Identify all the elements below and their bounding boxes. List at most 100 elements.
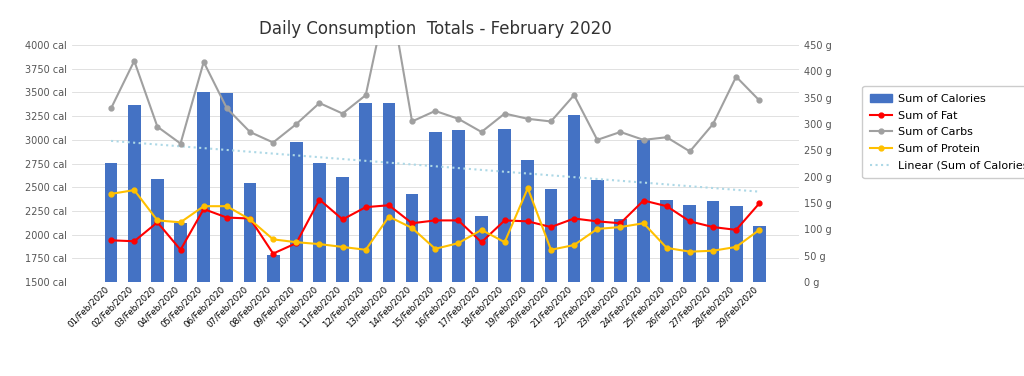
Sum of Protein [406, 226, 418, 230]
Sum of Carbs [707, 122, 719, 126]
Sum of Carbs [152, 124, 164, 129]
Sum of Carbs [637, 138, 649, 142]
Sum of Carbs [730, 74, 742, 79]
Sum of Protein [174, 220, 186, 224]
Linear (Sum of Calories) [128, 141, 140, 145]
Bar [151, 179, 164, 376]
Bar [267, 255, 280, 376]
Sum of Fat [128, 239, 140, 244]
Bar [359, 103, 372, 376]
Sum of Carbs [337, 111, 349, 116]
Bar [429, 132, 441, 376]
Bar [545, 189, 557, 376]
Linear (Sum of Calories) [475, 168, 487, 172]
Linear (Sum of Calories) [521, 171, 534, 176]
Line: Sum of Fat: Sum of Fat [109, 197, 762, 256]
Bar [591, 180, 603, 376]
Sum of Protein [568, 243, 581, 247]
Bar [730, 206, 742, 376]
Sum of Protein [660, 246, 673, 250]
Bar [614, 220, 627, 376]
Bar [174, 223, 187, 376]
Linear (Sum of Calories) [730, 188, 742, 192]
Linear (Sum of Calories) [429, 164, 441, 168]
Linear (Sum of Calories) [290, 153, 302, 158]
Linear (Sum of Calories) [707, 186, 719, 190]
Linear (Sum of Calories) [754, 190, 766, 194]
Linear (Sum of Calories) [453, 166, 465, 170]
Sum of Fat [244, 216, 256, 221]
Sum of Protein [104, 192, 117, 196]
Sum of Carbs [660, 135, 673, 139]
Sum of Protein [545, 247, 557, 252]
Sum of Fat [730, 227, 742, 232]
Bar [128, 105, 140, 376]
Linear (Sum of Calories) [545, 173, 557, 177]
Bar [567, 115, 581, 376]
Bar [637, 140, 650, 376]
Sum of Fat [267, 251, 280, 256]
Sum of Fat [568, 216, 581, 221]
Bar [452, 130, 465, 376]
Sum of Carbs [267, 140, 280, 145]
Sum of Protein [499, 240, 511, 244]
Line: Linear (Sum of Calories): Linear (Sum of Calories) [111, 141, 760, 192]
Sum of Protein [475, 227, 487, 232]
Sum of Fat [499, 218, 511, 223]
Sum of Fat [152, 220, 164, 224]
Sum of Protein [754, 227, 766, 232]
Sum of Protein [359, 247, 372, 252]
Bar [499, 129, 511, 376]
Sum of Fat [545, 225, 557, 229]
Linear (Sum of Calories) [313, 155, 326, 159]
Sum of Carbs [313, 101, 326, 105]
Sum of Fat [406, 221, 418, 226]
Sum of Carbs [684, 149, 696, 154]
Bar [475, 216, 487, 376]
Title: Daily Consumption  Totals - February 2020: Daily Consumption Totals - February 2020 [259, 20, 611, 38]
Sum of Protein [707, 249, 719, 253]
Line: Sum of Carbs: Sum of Carbs [109, 0, 762, 154]
Linear (Sum of Calories) [267, 151, 280, 156]
Sum of Fat [221, 215, 233, 220]
Sum of Fat [684, 219, 696, 224]
Sum of Protein [453, 241, 465, 246]
Sum of Carbs [545, 119, 557, 124]
Sum of Carbs [359, 93, 372, 97]
Sum of Protein [152, 218, 164, 223]
Linear (Sum of Calories) [359, 159, 372, 163]
Sum of Fat [290, 241, 302, 246]
Bar [383, 103, 395, 376]
Linear (Sum of Calories) [383, 161, 395, 165]
Linear (Sum of Calories) [684, 184, 696, 188]
Sum of Protein [337, 245, 349, 249]
Sum of Protein [267, 237, 280, 242]
Sum of Protein [614, 225, 627, 229]
Sum of Carbs [128, 59, 140, 63]
Sum of Carbs [453, 117, 465, 121]
Legend: Sum of Calories, Sum of Fat, Sum of Carbs, Sum of Protein, Linear (Sum of Calori: Sum of Calories, Sum of Fat, Sum of Carb… [862, 86, 1024, 179]
Sum of Fat [104, 238, 117, 243]
Bar [290, 142, 303, 376]
Linear (Sum of Calories) [198, 146, 210, 150]
Line: Sum of Protein: Sum of Protein [109, 186, 762, 254]
Sum of Protein [383, 214, 395, 219]
Sum of Carbs [174, 141, 186, 146]
Sum of Carbs [499, 111, 511, 116]
Sum of Fat [174, 247, 186, 252]
Sum of Protein [244, 217, 256, 222]
Sum of Carbs [198, 60, 210, 64]
Sum of Carbs [429, 109, 441, 113]
Linear (Sum of Calories) [221, 148, 233, 152]
Bar [753, 226, 766, 376]
Sum of Fat [429, 218, 441, 223]
Sum of Protein [637, 221, 649, 226]
Sum of Fat [754, 201, 766, 206]
Sum of Carbs [244, 130, 256, 134]
Sum of Carbs [221, 106, 233, 111]
Sum of Carbs [406, 119, 418, 124]
Sum of Carbs [754, 98, 766, 103]
Linear (Sum of Calories) [660, 182, 673, 186]
Linear (Sum of Calories) [637, 180, 649, 185]
Sum of Carbs [290, 122, 302, 126]
